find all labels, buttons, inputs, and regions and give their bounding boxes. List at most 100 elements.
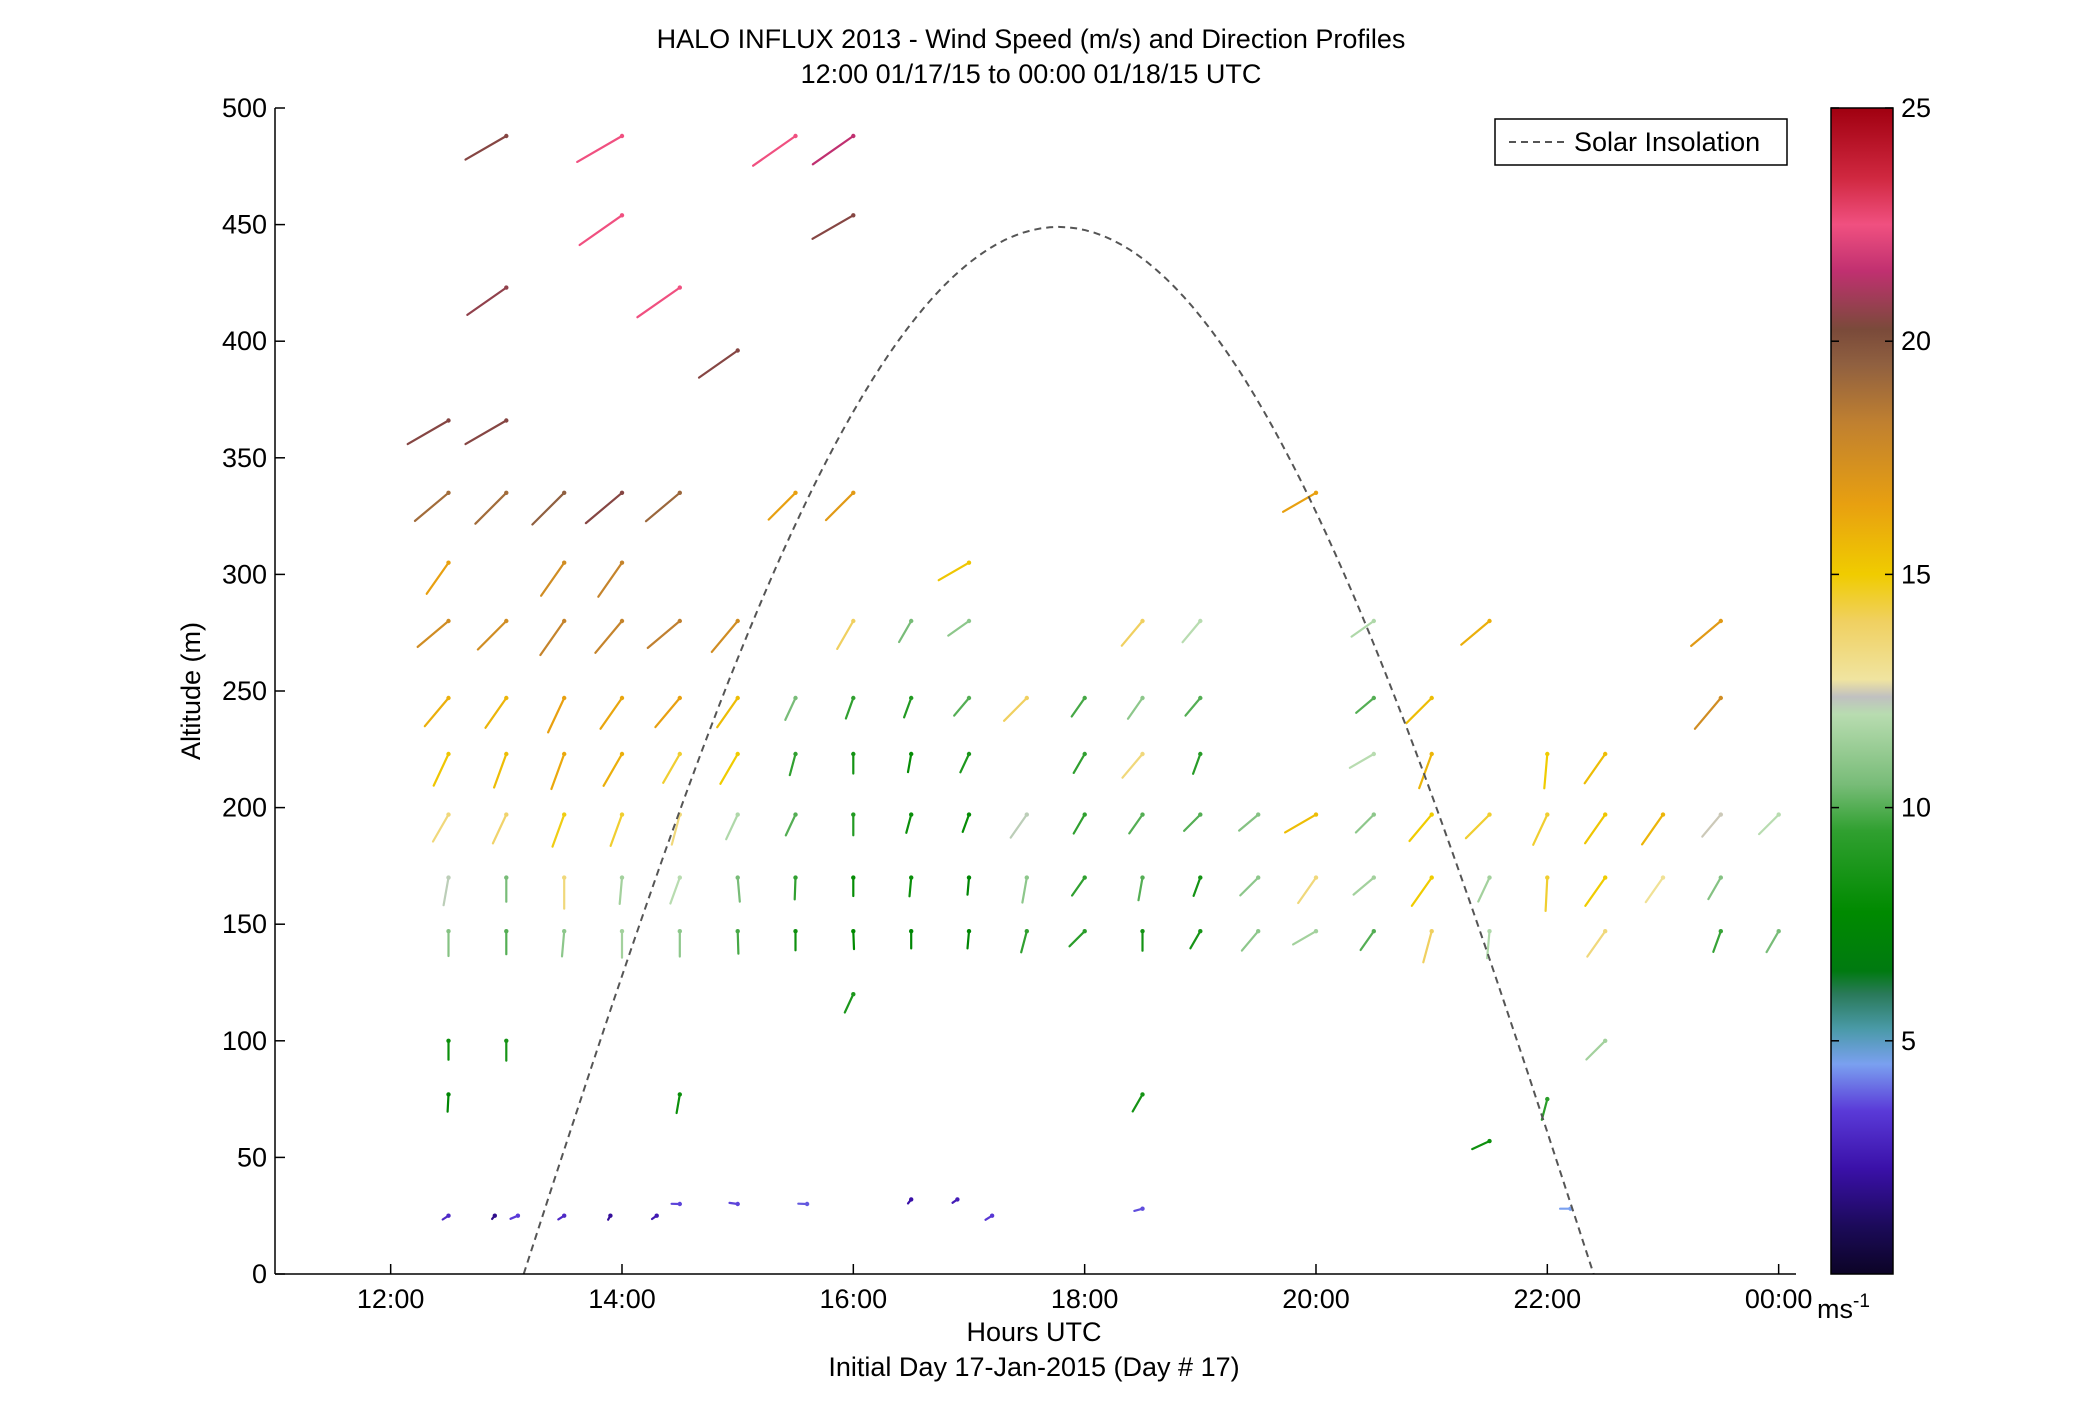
wind-vector-head [1140, 812, 1145, 817]
wind-vector [1471, 1139, 1491, 1151]
wind-vector-head [446, 1092, 451, 1097]
wind-vector [719, 752, 739, 785]
wind-vector-head [446, 929, 451, 934]
legend: Solar Insolation [1494, 118, 1788, 166]
wind-vector [1359, 930, 1375, 952]
wind-vector-head [793, 490, 798, 495]
wind-vector-head [1256, 875, 1261, 880]
wind-vector-head [1718, 695, 1724, 701]
wind-vector [1191, 752, 1202, 775]
wind-vector-head [562, 1213, 567, 1218]
wind-vector-head [1140, 1206, 1145, 1211]
wind-vector [1120, 619, 1144, 647]
wind-vector-head [1429, 695, 1434, 701]
wind-vector-head [966, 618, 972, 624]
wind-vector-head [1603, 1038, 1608, 1044]
wind-vector [1348, 752, 1375, 769]
x-axis-sublabel: Initial Day 17-Jan-2015 (Day # 17) [828, 1352, 1239, 1382]
y-tick-label: 250 [222, 676, 267, 706]
wind-vector-head [446, 695, 451, 701]
wind-vector [906, 752, 913, 774]
x-axis-label: Hours UTC [966, 1317, 1101, 1347]
wind-vector [464, 134, 508, 161]
wind-vector [618, 876, 624, 906]
wind-vector-head [1198, 751, 1203, 757]
wind-vector [1640, 813, 1665, 846]
wind-vector [491, 813, 508, 845]
x-tick-label: 12:00 [357, 1284, 425, 1314]
wind-vector [953, 696, 971, 717]
colorbar-ticks: 5 10 15 20 25 [1831, 93, 1931, 1056]
wind-vectors [406, 133, 1781, 1221]
wind-vector [811, 134, 855, 166]
wind-vector [474, 491, 508, 525]
wind-vector-head [851, 875, 856, 880]
wind-vector [1757, 813, 1780, 836]
wind-vector-head [1371, 812, 1377, 817]
wind-vector [1068, 930, 1086, 948]
colorbar-unit: ms-1 [1817, 1291, 1870, 1324]
colorbar: 5 10 15 20 25 ms-1 [1817, 93, 1931, 1324]
wind-vector [1021, 876, 1028, 904]
wind-vector [599, 696, 624, 730]
wind-vector [1070, 696, 1086, 718]
wind-vector [560, 930, 566, 958]
wind-vector-head [909, 875, 914, 880]
wind-vector-head [677, 1092, 682, 1097]
wind-vector-head [562, 560, 567, 565]
wind-vector-head [446, 1213, 451, 1218]
wind-vector [836, 619, 855, 651]
wind-vector [1583, 752, 1607, 785]
wind-vector [413, 491, 450, 523]
wind-vector [1408, 813, 1433, 843]
wind-vector [1583, 813, 1607, 845]
wind-vector-head [677, 490, 682, 495]
wind-vector [493, 752, 508, 789]
wind-vector-head [1603, 875, 1608, 880]
wind-vector-head [793, 812, 798, 817]
wind-vector-head [735, 751, 740, 757]
wind-vector [1422, 930, 1433, 964]
wind-vector [902, 696, 913, 719]
wind-vector-head [562, 875, 567, 880]
wind-vector-head [1776, 929, 1781, 934]
wind-vector [966, 876, 971, 896]
wind-vector-head [1082, 751, 1087, 757]
wind-vector [784, 813, 797, 837]
wind-vector-head [1371, 929, 1377, 934]
wind-vector [594, 619, 624, 654]
x-tick-label: 14:00 [588, 1284, 656, 1314]
wind-vector [1189, 930, 1202, 950]
wind-vector-head [619, 133, 625, 139]
wind-vector-head [446, 1038, 451, 1044]
wind-vector [1765, 930, 1780, 954]
y-tick-label: 350 [222, 443, 267, 473]
wind-vector [654, 696, 681, 729]
wind-vector [551, 813, 566, 848]
wind-vector-head [504, 929, 509, 934]
wind-vector [484, 696, 508, 729]
wind-vector-head [1776, 812, 1781, 817]
wind-vector-head [1198, 618, 1203, 624]
wind-vector [1586, 930, 1607, 958]
wind-vector-head [619, 695, 625, 701]
wind-vector-head [1198, 695, 1203, 701]
wind-vector [446, 1093, 450, 1113]
wind-vector [716, 696, 739, 729]
wind-vector [1701, 813, 1722, 838]
wind-vector-head [619, 618, 625, 624]
wind-vector-head [955, 1197, 960, 1202]
colorbar-tick-label: 20 [1901, 326, 1931, 356]
wind-vector-head [446, 418, 451, 423]
colorbar-unit-exponent: -1 [1853, 1291, 1870, 1312]
wind-vector-head [793, 751, 798, 757]
wind-vector-head [1718, 875, 1724, 880]
wind-vector [1240, 930, 1260, 952]
wind-vector-head [909, 695, 914, 701]
wind-vector-head [793, 875, 798, 880]
wind-vector-head [504, 133, 509, 139]
wind-vector-head [446, 560, 451, 565]
wind-vector [476, 619, 508, 651]
wind-vector-head [677, 618, 682, 624]
wind-vector-head [851, 812, 856, 817]
